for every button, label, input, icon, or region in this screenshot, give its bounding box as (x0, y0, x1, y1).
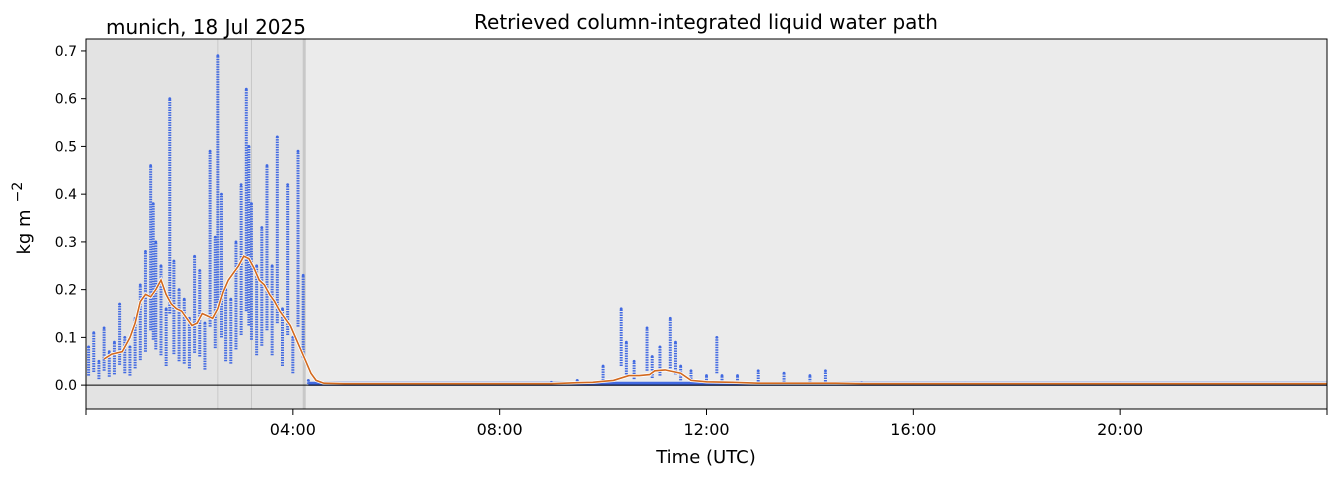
data-point (149, 164, 153, 167)
data-point (756, 369, 760, 373)
data-point (250, 202, 253, 206)
y-tick-label: 0.2 (55, 283, 77, 299)
data-point (679, 364, 683, 368)
data-point (239, 183, 243, 187)
data-point (198, 269, 202, 272)
data-point (782, 371, 786, 375)
data-point (824, 369, 827, 373)
data-point (164, 307, 168, 311)
data-point (674, 340, 677, 344)
data-point (151, 202, 155, 206)
y-tick-label: 0.1 (55, 330, 77, 346)
data-point (154, 240, 158, 244)
data-point (650, 355, 654, 358)
data-point (182, 297, 186, 301)
data-point (87, 345, 90, 349)
data-point (301, 273, 305, 277)
y-axis: 0.0 0.1 0.2 0.3 0.4 0.5 0.6 0.7 (55, 44, 86, 394)
x-tick-label: 20:00 (1097, 420, 1143, 439)
data-point (213, 235, 217, 239)
data-point (107, 350, 111, 354)
y-tick-label: 0.5 (55, 139, 77, 155)
data-point (306, 378, 310, 382)
x-axis-label: Time (UTC) (655, 447, 756, 468)
data-point (128, 345, 132, 349)
data-point (208, 149, 212, 153)
y-tick-label: 0.0 (55, 378, 77, 394)
data-point (247, 145, 251, 148)
data-point (97, 359, 101, 363)
data-point (658, 345, 662, 349)
data-point (286, 183, 290, 187)
data-point (203, 321, 207, 325)
x-tick-label: 16:00 (890, 420, 936, 439)
data-point (123, 335, 127, 339)
y-tick-label: 0.3 (55, 235, 77, 251)
data-point (113, 340, 116, 344)
data-point (668, 316, 672, 320)
data-point (689, 369, 693, 373)
data-point (645, 326, 649, 330)
data-point (144, 250, 147, 253)
data-point (255, 264, 259, 268)
data-point (275, 135, 279, 139)
mean-line (103, 255, 1327, 385)
x-tick-label: 08:00 (477, 420, 523, 439)
y-axis-label: kg m (14, 209, 35, 254)
data-point (92, 331, 96, 335)
chart-subtitle: munich, 18 Jul 2025 (106, 15, 306, 39)
data-point (172, 259, 176, 263)
data-point (736, 374, 739, 377)
y-tick-label: 0.7 (55, 44, 77, 60)
y-tick-label: 0.4 (55, 187, 77, 203)
data-point (808, 374, 812, 377)
data-point (265, 164, 269, 167)
data-point (720, 374, 724, 377)
y-axis-label-exponent: −2 (10, 182, 26, 203)
data-point (296, 149, 300, 153)
y-tick-label: 0.6 (55, 92, 77, 108)
data-point (281, 307, 284, 311)
data-point (715, 335, 719, 339)
data-point (177, 288, 181, 292)
data-point (632, 359, 636, 363)
line-layer (103, 254, 1327, 386)
data-point (229, 297, 233, 301)
data-point (624, 340, 628, 344)
data-point (575, 378, 579, 382)
x-axis: 04:00 08:00 12:00 16:00 20:00 (85, 409, 1328, 439)
data-point (619, 307, 623, 311)
data-point (601, 364, 605, 368)
data-point (270, 264, 274, 268)
data-point (260, 226, 264, 229)
data-point (220, 192, 223, 196)
data-point (216, 54, 220, 58)
data-point (118, 302, 122, 306)
data-point (159, 264, 163, 268)
data-point (102, 326, 106, 330)
data-point (168, 97, 172, 101)
chart-title: Retrieved column-integrated liquid water… (474, 10, 938, 34)
data-point (234, 240, 238, 244)
x-tick-label: 12:00 (683, 420, 729, 439)
data-point (193, 254, 196, 258)
data-point (138, 283, 142, 287)
data-point (705, 374, 708, 377)
x-tick-label: 04:00 (270, 420, 316, 439)
data-point (244, 87, 248, 91)
